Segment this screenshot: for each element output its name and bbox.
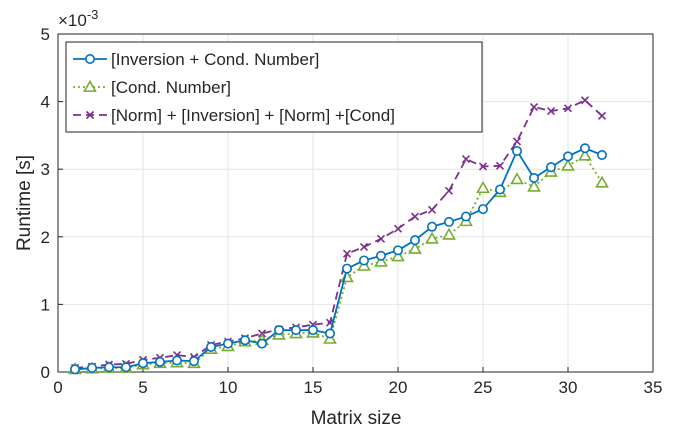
data-point: [563, 104, 573, 113]
data-point: [391, 249, 405, 262]
legend-marker: [85, 110, 95, 120]
data-point: [461, 154, 471, 164]
series-2: [68, 148, 609, 375]
x-tick-label: 15: [304, 378, 323, 397]
y-tick-label: 4: [41, 93, 50, 112]
x-tick-label: 20: [389, 378, 408, 397]
data-point: [442, 227, 456, 240]
x-tick-label: 25: [474, 378, 493, 397]
data-point: [172, 355, 183, 366]
data-point: [376, 234, 386, 243]
legend-label: [Norm] + [Inversion] + [Norm] +[Cond]: [111, 106, 395, 125]
data-point: [476, 181, 490, 194]
y-axis-ticks: 0 1 2 3 4 5: [41, 25, 63, 382]
data-point: [206, 341, 217, 352]
series-layer: [68, 96, 609, 375]
data-point: [529, 102, 539, 112]
legend: [Inversion + Cond. Number] [Cond. Number]…: [65, 41, 483, 133]
data-point: [495, 161, 505, 170]
legend-box: [65, 41, 483, 133]
series-3: [70, 96, 607, 373]
x-tick-label: 30: [559, 378, 578, 397]
data-point: [444, 186, 454, 195]
data-point: [256, 338, 267, 349]
data-point: [580, 96, 590, 105]
y-tick-label: 3: [41, 160, 50, 179]
data-point: [546, 106, 556, 116]
series-line: [74, 147, 603, 371]
x-tick-label: 35: [644, 378, 663, 397]
y-axis-label: Runtime [s]: [14, 155, 35, 251]
data-point: [578, 148, 592, 161]
data-point: [392, 245, 403, 256]
data-point: [374, 254, 388, 267]
data-point: [596, 150, 607, 161]
legend-marker: [83, 79, 97, 92]
data-point: [527, 179, 541, 192]
data-point: [138, 358, 149, 369]
data-point: [477, 204, 488, 215]
data-point: [290, 325, 301, 336]
y-tick-label: 1: [41, 295, 50, 314]
x-tick-label: 10: [219, 378, 238, 397]
legend-label: [Cond. Number]: [111, 78, 231, 97]
data-point: [307, 325, 318, 336]
y-tick-label: 0: [41, 363, 50, 382]
data-point: [87, 362, 98, 373]
data-point: [342, 249, 352, 258]
data-point: [155, 356, 166, 367]
data-point: [561, 158, 575, 171]
data-point: [562, 151, 573, 162]
series-1: [70, 143, 607, 375]
data-point: [70, 364, 81, 375]
data-point: [426, 221, 437, 232]
data-point: [408, 241, 422, 254]
data-point: [324, 328, 335, 339]
data-point: [410, 212, 420, 221]
data-point: [393, 224, 403, 233]
x-tick-label: 0: [53, 378, 62, 397]
data-point: [494, 184, 505, 195]
legend-label: [Inversion + Cond. Number]: [111, 50, 319, 69]
data-point: [443, 216, 454, 227]
data-point: [510, 172, 524, 185]
data-point: [240, 335, 251, 346]
x-axis-label: Matrix size: [311, 408, 402, 429]
data-point: [358, 255, 369, 266]
legend-marker: [85, 53, 96, 64]
plot-area: [57, 33, 654, 373]
data-point: [427, 205, 437, 214]
data-point: [409, 235, 420, 246]
series-line: [74, 99, 603, 369]
data-point: [595, 175, 609, 188]
data-point: [341, 263, 352, 274]
data-point: [104, 362, 115, 373]
data-point: [223, 338, 234, 349]
data-point: [359, 242, 369, 252]
legend-entry-1: [Inversion + Cond. Number]: [73, 50, 319, 69]
data-point: [545, 162, 556, 173]
data-point: [597, 111, 607, 120]
legend-entry-3: [Norm] + [Inversion] + [Norm] +[Cond]: [73, 106, 395, 125]
data-point: [425, 231, 439, 244]
series-line: [74, 154, 603, 371]
data-point: [512, 137, 522, 146]
y-axis-exponent: ×10-3: [58, 7, 98, 30]
data-point: [528, 172, 539, 183]
y-tick-label: 2: [41, 228, 50, 247]
data-point: [579, 143, 590, 154]
data-point: [511, 145, 522, 156]
legend-entry-2: [Cond. Number]: [73, 78, 231, 97]
x-axis-ticks: 0 5 10 15 20 25 30 35: [53, 367, 662, 397]
data-point: [460, 211, 471, 222]
data-point: [189, 356, 200, 367]
x-tick-label: 5: [138, 378, 147, 397]
data-point: [273, 325, 284, 336]
y-tick-label: 5: [41, 25, 50, 44]
data-point: [121, 362, 132, 373]
data-point: [375, 250, 386, 261]
data-point: [478, 162, 488, 171]
